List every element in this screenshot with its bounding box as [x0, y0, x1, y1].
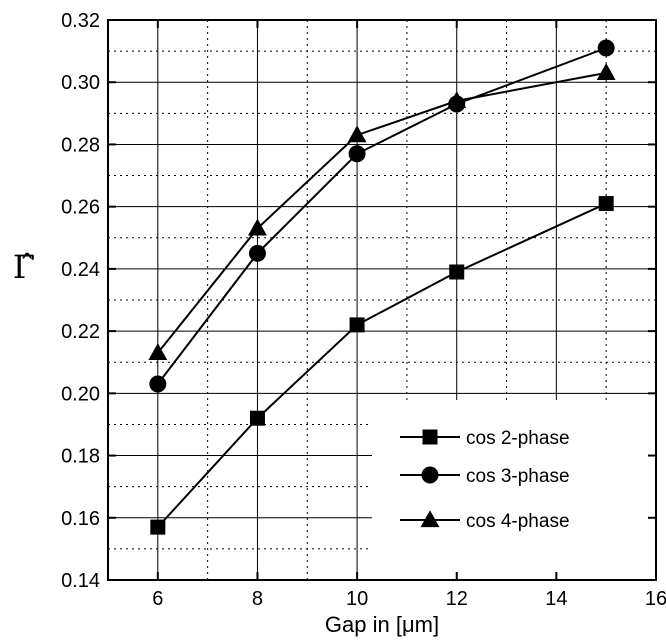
legend-label-cos-2-phase: cos 2-phase	[466, 428, 570, 449]
data-point-cos-2-phase	[249, 410, 265, 426]
legend-label-cos-4-phase: cos 4-phase	[466, 511, 570, 532]
plot-frame	[107, 19, 657, 581]
data-point-cos-4-phase	[447, 91, 467, 108]
legend: cos 2-phase cos 3-phase cos 4-phase	[372, 400, 656, 580]
data-point-cos-3-phase	[248, 244, 266, 262]
x-tick-label: 8	[252, 588, 263, 610]
y-tick-label: 0.26	[61, 197, 100, 219]
y-tick-label: 0.32	[61, 10, 100, 32]
legend-box	[372, 400, 656, 580]
data-point-cos-2-phase	[150, 519, 166, 535]
data-point-cos-2-phase	[349, 317, 365, 333]
data-point-cos-2-phase	[598, 196, 614, 212]
y-tick-label: 0.24	[61, 259, 100, 281]
legend-marker-cos-4-phase	[420, 510, 440, 528]
data-point-cos-4-phase	[347, 125, 367, 143]
x-axis-title: Gap in [μm]	[325, 612, 439, 637]
data-point-cos-4-phase	[248, 218, 267, 236]
data-point-cos-4-phase	[596, 63, 616, 80]
y-tick-label: 0.28	[61, 134, 100, 156]
y-tick-label: 0.16	[61, 508, 100, 530]
y-tick-label: 0.14	[61, 570, 100, 592]
axis-ticks: 0.14 0.16 0.18 0.20 0.22 0.24 0.26 0.28 0.30 0.32…	[61, 10, 666, 610]
y-axis-title: Γ̂	[13, 248, 35, 286]
x-tick-label: 14	[545, 588, 567, 610]
series-line-cos-3-phase	[157, 47, 607, 385]
legend-marker-cos-2-phase	[422, 429, 438, 445]
y-tick-label: 0.30	[61, 72, 100, 94]
data-point-cos-3-phase	[597, 39, 615, 57]
x-tick-label: 10	[346, 588, 368, 610]
x-tick-label: 16	[645, 588, 666, 610]
series-layer	[148, 39, 616, 535]
data-point-cos-3-phase	[348, 145, 366, 163]
data-point-cos-4-phase	[148, 343, 168, 360]
y-tick-label: 0.20	[61, 383, 100, 405]
grid	[108, 20, 656, 580]
data-point-cos-2-phase	[449, 264, 465, 280]
y-tick-label: 0.22	[61, 321, 100, 343]
data-point-cos-3-phase	[149, 375, 167, 393]
legend-label-cos-3-phase: cos 3-phase	[466, 466, 570, 487]
x-tick-label: 6	[152, 588, 163, 610]
x-tick-label: 12	[446, 588, 468, 610]
legend-marker-cos-3-phase	[421, 466, 439, 484]
y-tick-label: 0.18	[61, 446, 100, 468]
